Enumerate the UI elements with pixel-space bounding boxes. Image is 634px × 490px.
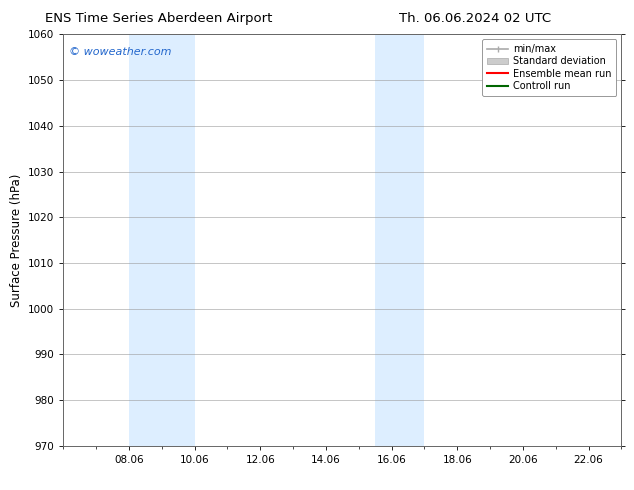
Text: © woweather.com: © woweather.com — [69, 47, 171, 57]
Bar — [375, 34, 424, 446]
Text: ENS Time Series Aberdeen Airport: ENS Time Series Aberdeen Airport — [45, 12, 272, 25]
Y-axis label: Surface Pressure (hPa): Surface Pressure (hPa) — [10, 173, 23, 307]
Bar — [129, 34, 195, 446]
Text: Th. 06.06.2024 02 UTC: Th. 06.06.2024 02 UTC — [399, 12, 552, 25]
Legend: min/max, Standard deviation, Ensemble mean run, Controll run: min/max, Standard deviation, Ensemble me… — [482, 39, 616, 96]
Title: ENS Time Series Aberdeen Airport      Th. 06.06.2024 02 UTC: ENS Time Series Aberdeen Airport Th. 06.… — [0, 489, 1, 490]
